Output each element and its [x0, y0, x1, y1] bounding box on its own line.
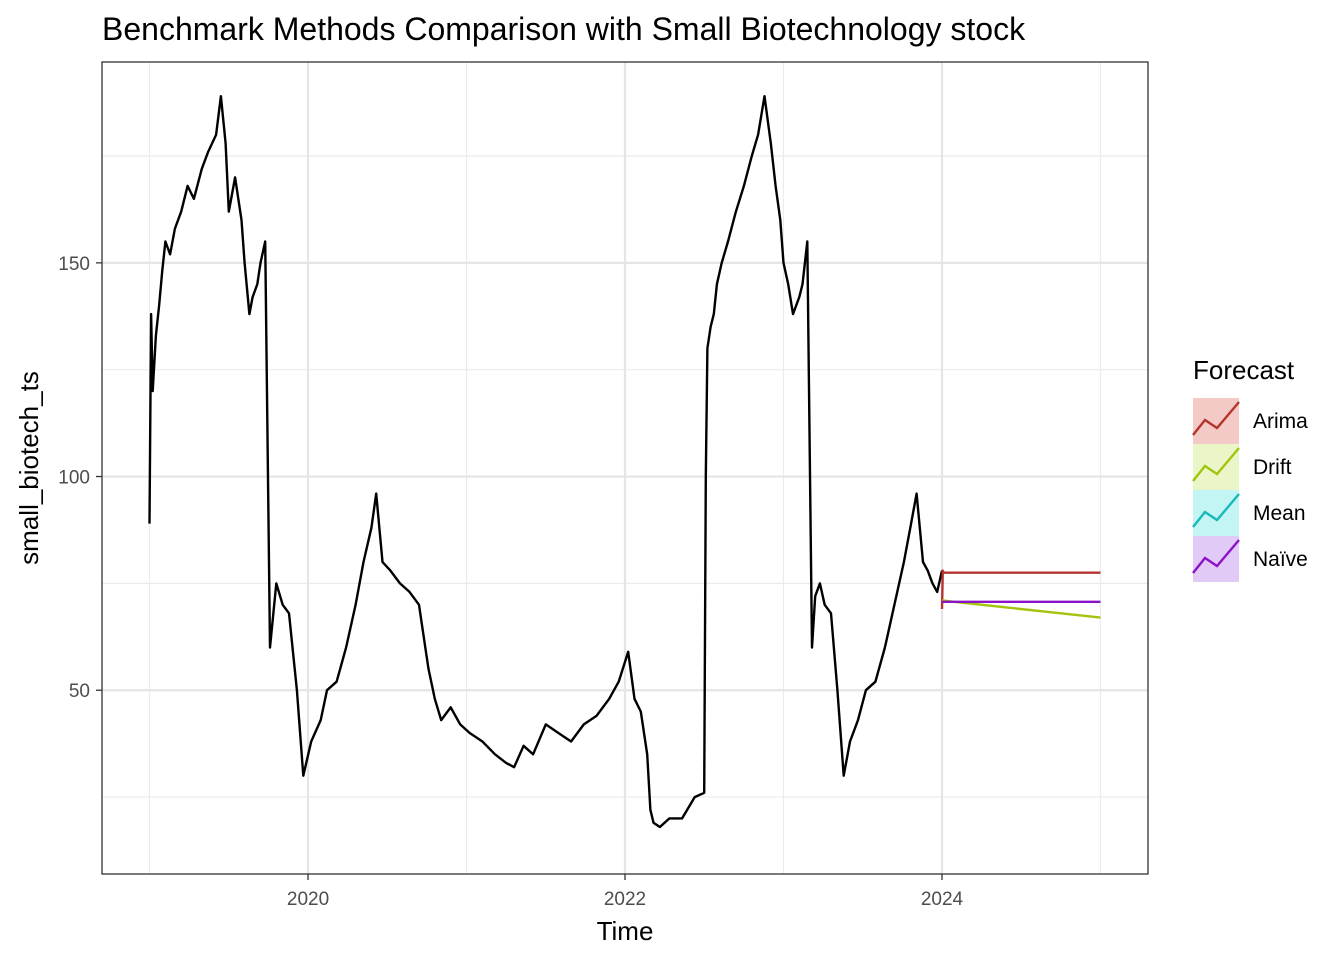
legend-title: Forecast	[1193, 355, 1295, 385]
legend-label-mean: Mean	[1253, 502, 1306, 525]
major-gridlines	[102, 62, 1148, 874]
legend-key-line-na-ve	[1192, 539, 1240, 574]
x-tick-label: 2024	[921, 889, 964, 910]
legend-key-fill-na-ve	[1193, 536, 1239, 582]
series-line-small-biotech-ts	[148, 94, 944, 829]
chart-title: Benchmark Methods Comparison with Small …	[102, 11, 1026, 47]
series-line-drift	[941, 599, 1101, 619]
x-axis: 2020 2022 2024	[287, 874, 964, 910]
legend-key-fill-mean	[1193, 490, 1239, 536]
y-tick-label: 150	[58, 254, 90, 275]
legend-label-arima: Arima	[1253, 410, 1308, 433]
legend-label-drift: Drift	[1253, 456, 1292, 479]
y-axis-title: small_biotech_ts	[14, 371, 44, 565]
legend-key-line-mean	[1192, 493, 1240, 528]
x-axis-title: Time	[597, 916, 654, 946]
x-tick-label: 2022	[604, 889, 646, 910]
y-tick-label: 50	[69, 681, 90, 702]
legend-key-fill-arima	[1193, 398, 1239, 444]
legend-key-line-arima	[1192, 401, 1240, 436]
series-line-arima	[940, 569, 1101, 610]
legend-key-line-drift	[1192, 447, 1240, 482]
series-layer	[148, 94, 1101, 829]
legend-key-fill-drift	[1193, 444, 1239, 490]
y-axis: 50 100 150	[58, 254, 102, 702]
y-tick-label: 100	[58, 468, 90, 489]
x-tick-label: 2020	[287, 889, 329, 910]
legend: Forecast Arima Drift Mean Naïve	[1192, 355, 1308, 582]
legend-label-na-ve: Naïve	[1253, 548, 1308, 571]
